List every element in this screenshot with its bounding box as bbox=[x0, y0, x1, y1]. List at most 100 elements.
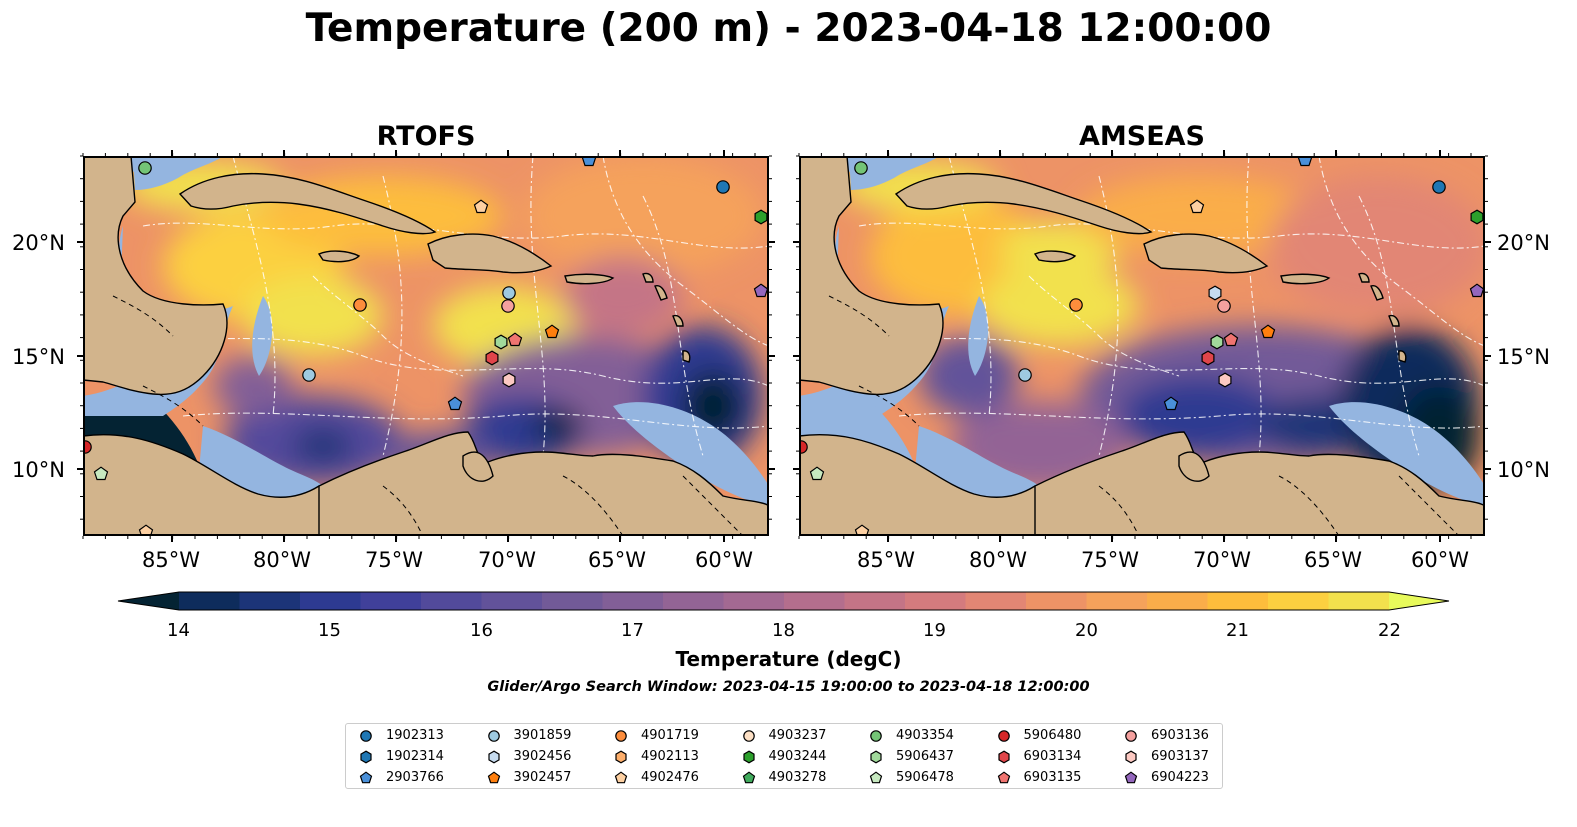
hexagon-marker-icon bbox=[997, 750, 1010, 764]
legend-item-label: 4903244 bbox=[768, 749, 827, 764]
legend-marker-3902457 bbox=[487, 771, 500, 784]
lon-tick-label: 75°W bbox=[365, 548, 423, 572]
lon-tick-label: 60°W bbox=[1411, 548, 1469, 572]
float-marker-6903135 bbox=[507, 332, 523, 347]
lon-tick-label: 75°W bbox=[1081, 548, 1139, 572]
lat-tick-label: 20°N bbox=[12, 231, 65, 255]
legend-item-label: 4903278 bbox=[768, 770, 827, 785]
legend-item-label: 6903136 bbox=[1151, 728, 1209, 743]
float-marker-4902476 bbox=[854, 524, 870, 536]
hexagon-marker-icon bbox=[742, 750, 755, 764]
colorbar-title: Temperature (degC) bbox=[675, 647, 902, 671]
float-marker-3902457 bbox=[544, 324, 560, 339]
legend-item-label: 5906437 bbox=[896, 749, 954, 764]
legend-marker-3901859 bbox=[487, 730, 500, 742]
legend-item-label: 5906480 bbox=[1023, 728, 1082, 743]
colorbar-tick-label: 21 bbox=[1226, 620, 1249, 641]
legend-item-label: 3902456 bbox=[513, 749, 572, 764]
float-marker-4903354 bbox=[854, 161, 868, 175]
float-marker-2903766 bbox=[1163, 396, 1179, 411]
legend-item-label: 2903766 bbox=[386, 770, 444, 785]
pentagon-marker-icon bbox=[997, 771, 1010, 784]
legend-marker-3902456 bbox=[487, 750, 500, 764]
float-marker-6903136 bbox=[501, 299, 515, 313]
panel-title-amseas: AMSEAS bbox=[1079, 121, 1205, 152]
pentagon-marker-icon bbox=[359, 771, 373, 784]
lon-tick-label: 70°W bbox=[478, 548, 536, 572]
float-marker-3901859 bbox=[302, 368, 316, 382]
legend-item-label: 6903134 bbox=[1023, 749, 1082, 764]
legend-item-label: 6903137 bbox=[1151, 749, 1209, 764]
float-marker-1902313 bbox=[1432, 180, 1446, 194]
float-marker-4902476 bbox=[473, 199, 489, 214]
search-window-note: Glider/Argo Search Window: 2023-04-15 19… bbox=[487, 679, 1090, 695]
float-marker-4903354 bbox=[138, 161, 152, 175]
legend-item-label: 4902476 bbox=[641, 770, 699, 785]
float-marker-5906437 bbox=[1210, 334, 1224, 350]
legend-item-label: 3901859 bbox=[513, 728, 572, 743]
float-marker-6903137 bbox=[1218, 372, 1232, 388]
float-marker-6904223 bbox=[1469, 283, 1485, 298]
lon-tick-label: 80°W bbox=[253, 548, 311, 572]
lat-tick-label: 10°N bbox=[12, 458, 65, 482]
lat-tick-label: 15°N bbox=[1497, 345, 1550, 369]
legend-marker-4902476 bbox=[614, 771, 628, 784]
lon-tick-label: 65°W bbox=[1304, 548, 1362, 572]
circle-marker-icon bbox=[742, 730, 755, 742]
legend-marker-6903136 bbox=[1125, 730, 1137, 742]
float-marker-5906478 bbox=[93, 466, 109, 481]
colorbar-tick-label: 18 bbox=[772, 620, 795, 641]
pentagon-marker-icon bbox=[487, 771, 500, 784]
lat-tick-label: 15°N bbox=[12, 345, 65, 369]
colorbar-tick-label: 17 bbox=[621, 620, 644, 641]
axis-ticks bbox=[77, 150, 1491, 542]
float-marker-4901719 bbox=[353, 298, 367, 312]
float-marker-4901719 bbox=[1069, 298, 1083, 312]
colorbar-tick-label: 22 bbox=[1378, 620, 1401, 641]
legend-marker-4901719 bbox=[615, 730, 627, 742]
float-legend: 1902313 1902314 2903766 3901859 3902456 39024… bbox=[345, 723, 1223, 789]
float-marker-4903244 bbox=[1470, 209, 1484, 225]
float-marker-6903135 bbox=[1223, 332, 1239, 347]
float-marker-3902457 bbox=[1260, 324, 1276, 339]
float-marker-5906480 bbox=[799, 440, 808, 454]
map-rtofs bbox=[83, 156, 769, 536]
legend-item-label: 6903135 bbox=[1023, 770, 1082, 785]
circle-marker-icon bbox=[1125, 730, 1137, 742]
hexagon-marker-icon bbox=[870, 750, 882, 764]
hexagon-marker-icon bbox=[487, 750, 500, 764]
legend-marker-4903354 bbox=[870, 730, 882, 742]
float-marker-3901859 bbox=[1018, 368, 1032, 382]
float-marker-6903134 bbox=[485, 350, 499, 366]
legend-marker-6903137 bbox=[1125, 750, 1137, 764]
pentagon-marker-icon bbox=[1124, 771, 1138, 784]
pentagon-marker-icon bbox=[742, 771, 755, 784]
circle-marker-icon bbox=[360, 730, 372, 742]
hexagon-marker-icon bbox=[360, 750, 372, 764]
lon-tick-label: 80°W bbox=[969, 548, 1027, 572]
colorbar-tick-label: 14 bbox=[167, 620, 190, 641]
legend-item-label: 1902314 bbox=[386, 749, 444, 764]
legend-marker-6904223 bbox=[1124, 771, 1138, 784]
legend-marker-5906480 bbox=[997, 730, 1010, 742]
legend-item-label: 1902313 bbox=[386, 728, 444, 743]
float-marker-1902313 bbox=[716, 180, 730, 194]
hexagon-marker-icon bbox=[1125, 750, 1137, 764]
circle-marker-icon bbox=[487, 730, 500, 742]
circle-marker-icon bbox=[615, 730, 627, 742]
legend-item-label: 4903354 bbox=[896, 728, 954, 743]
legend-marker-5906437 bbox=[870, 750, 882, 764]
float-marker-6903134 bbox=[1201, 350, 1215, 366]
float-marker-2903766 bbox=[447, 396, 463, 411]
legend-marker-4902113 bbox=[615, 750, 627, 764]
legend-marker-5906478 bbox=[869, 771, 883, 784]
float-marker-4902476 bbox=[1189, 199, 1205, 214]
legend-marker-4903244 bbox=[742, 750, 755, 764]
legend-item-label: 5906478 bbox=[896, 770, 954, 785]
lon-tick-label: 85°W bbox=[857, 548, 915, 572]
legend-item-label: 3902457 bbox=[513, 770, 572, 785]
float-marker-5906437 bbox=[494, 334, 508, 350]
float-marker-6903136 bbox=[1217, 299, 1231, 313]
legend-item-label: 4901719 bbox=[641, 728, 699, 743]
float-marker-3901859 bbox=[502, 286, 516, 300]
